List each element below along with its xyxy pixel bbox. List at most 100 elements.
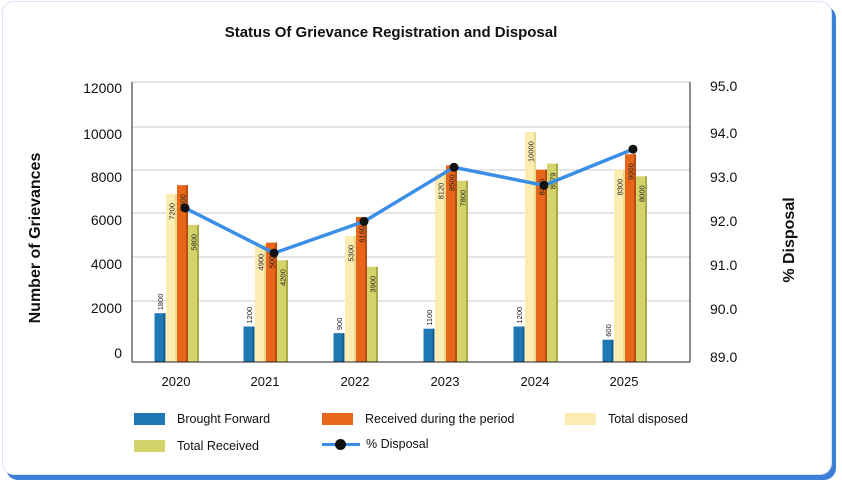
bar-2022-3 [367,266,378,362]
data-label-2024-1: 10000 [527,141,536,162]
pct-disposal-point-2021 [269,248,279,258]
bar-2022-1 [345,235,356,362]
pct-disposal-point-2022 [359,217,369,226]
bar-shade-2025-1 [623,169,625,362]
bar-shade-2021-3 [286,260,288,362]
data-label-2021-3: 4200 [279,269,288,286]
data-label-2025-0: 600 [604,324,613,337]
bar-shade-2023-3 [466,180,468,362]
bar-shade-2020-2 [186,185,188,362]
y2-tick-label: 89.0 [710,349,737,365]
bar-shade-2023-2 [455,165,457,362]
data-label-2025-3: 8000 [638,185,647,202]
bar-shade-2022-1 [354,235,356,362]
data-label-2023-3: 7800 [459,190,468,207]
data-label-2025-2: 9000 [627,163,636,180]
y2-tick-label: 91.0 [710,257,737,273]
data-label-2020-1: 7200 [168,203,177,220]
legend-label-received: Received during the period [365,412,515,426]
bar-2020-2 [177,185,188,362]
data-label-2021-0: 1200 [245,307,254,324]
bar-2024-0 [513,326,525,362]
bar-2023-1 [435,173,446,362]
pct-disposal-point-2023 [449,162,459,172]
bar-shade-2024-1 [534,132,536,362]
data-label-2023-1: 8120 [437,183,446,200]
bar-shade-2021-1 [264,244,266,362]
pct-disposal-point-2020 [180,203,190,213]
y2-tick-label: 92.0 [710,213,737,229]
data-label-2020-2: 7600 [179,194,188,211]
data-label-2022-1: 5300 [347,245,356,262]
bar-2025-1 [614,169,625,362]
data-label-2021-1: 4900 [257,254,266,271]
bar-shade-2025-0 [611,339,614,362]
bar-shade-2020-3 [197,224,199,362]
data-label-2022-2: 6160 [358,226,367,243]
bar-shade-2024-0 [522,326,525,362]
y2-tick-label: 95.0 [710,78,737,94]
bar-shade-2022-2 [365,216,367,362]
y2-tick-label: 90.0 [710,301,737,317]
legend-swatch-received [322,413,353,425]
bar-shade-2021-0 [252,326,255,362]
data-label-2024-0: 1200 [515,307,524,324]
bar-2023-0 [423,328,435,362]
bar-2024-2 [536,169,547,362]
legend-label-total-received: Total Received [177,439,259,453]
legend-item-brought-forward: Brought Forward [134,412,270,426]
data-label-2022-3: 3900 [369,276,378,293]
bar-2025-3 [636,176,647,362]
bar-2021-1 [255,244,266,362]
x-tick-label-2022: 2022 [341,374,370,389]
y-tick-label: 10000 [83,126,122,142]
bar-shade-2025-3 [645,176,647,362]
chart-title: Status Of Grievance Registration and Dis… [224,24,558,41]
bar-2020-3 [188,224,199,362]
data-label-2021-2: 5000 [268,252,277,269]
bar-2023-3 [457,180,468,362]
bar-shade-2022-0 [342,333,345,362]
bar-2025-2 [625,154,636,362]
legend-item-total-received: Total Received [134,439,259,453]
y2-tick-label: 94.0 [710,125,737,141]
bar-2020-0 [154,313,166,362]
chart-card [2,1,832,475]
y-tick-label: 12000 [83,80,122,96]
legend-swatch-brought-forward [134,413,165,425]
data-label-2020-0: 1800 [156,294,165,311]
y-tick-label: 0 [114,345,122,361]
data-label-2023-0: 1100 [425,310,434,326]
pct-disposal-line [184,147,634,255]
legend-label-disposed: Total disposed [608,412,688,426]
y-tick-label: 4000 [91,256,122,272]
data-label-2023-2: 8500 [448,174,457,191]
legend-label-pct-disposal: % Disposal [366,437,429,451]
bar-shade-2021-2 [275,242,277,362]
y-tick-label: 6000 [91,212,122,228]
legend-item-received: Received during the period [322,412,514,426]
x-tick-label-2025: 2025 [610,374,639,389]
bar-shade-2025-2 [634,154,636,362]
y-tick-label: 2000 [91,300,122,316]
bar-shade-2020-0 [163,313,166,362]
bar-shade-2022-3 [376,266,378,362]
x-tick-label-2021: 2021 [251,374,280,389]
y-tick-label: 8000 [91,169,122,185]
legend-swatch-disposed [565,413,596,425]
bar-2021-2 [266,242,277,362]
y2-tick-label: 93.0 [710,169,737,185]
legend-swatch-pct-disposal [322,438,360,450]
bar-2024-3 [547,163,558,362]
bar-shade-2020-1 [175,194,177,362]
bar-shade-2023-0 [432,328,435,362]
bar-shade-2023-1 [444,173,446,362]
bar-2022-0 [333,333,345,362]
bar-2023-2 [446,165,457,362]
x-tick-label-2024: 2024 [521,374,550,389]
pct-disposal-point-2025 [628,144,638,154]
legend-swatch-total-received [134,440,165,452]
legend-item-pct-disposal: % Disposal [322,437,429,451]
bar-2021-3 [277,260,288,362]
